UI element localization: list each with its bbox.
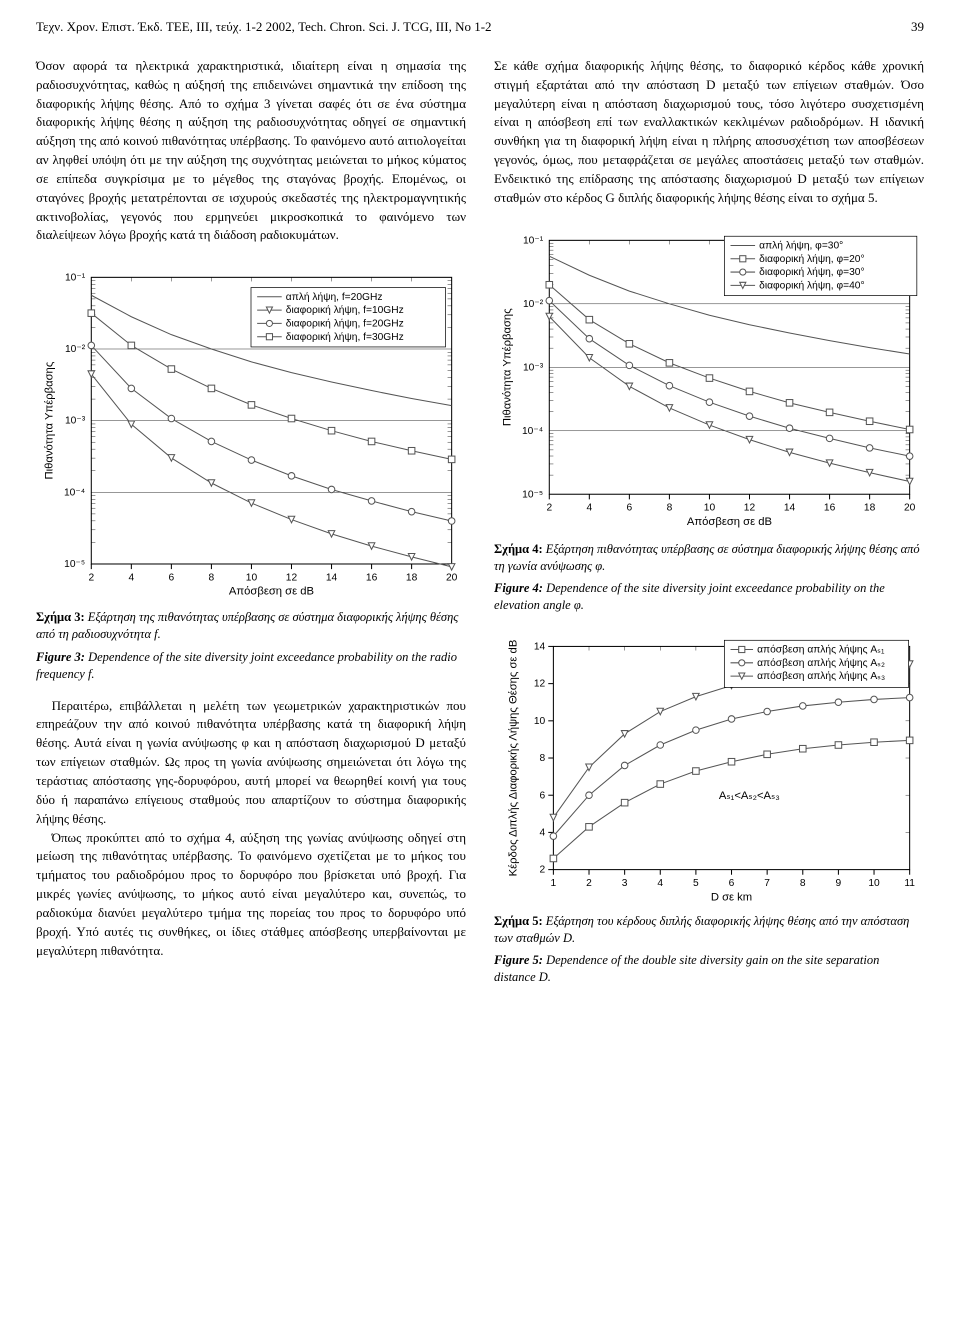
svg-text:10⁻⁵: 10⁻⁵: [64, 559, 85, 570]
svg-text:14: 14: [534, 642, 546, 653]
left-para-3: Όπως προκύπτει από το σχήμα 4, αύξηση τη…: [36, 829, 466, 961]
svg-text:Απόσβεση σε dB: Απόσβεση σε dB: [687, 516, 772, 528]
svg-text:Aₛ₁<Aₛ₂<Aₛ₃: Aₛ₁<Aₛ₂<Aₛ₃: [719, 790, 780, 802]
figure-4-tag-gr: Σχήμα 4:: [494, 542, 543, 556]
svg-text:Κέρδος Διπλής Διαφορικής Λήψης: Κέρδος Διπλής Διαφορικής Λήψης Θέσης σε …: [508, 640, 520, 877]
two-column-layout: Όσον αφορά τα ηλεκτρικά χαρακτηριστικά, …: [36, 57, 924, 992]
page-header: Τεχν. Χρον. Επιστ. Έκδ. ΤΕΕ, III, τεύχ. …: [36, 18, 924, 37]
figure-5-rest-en: Dependence of the double site diversity …: [494, 953, 879, 984]
svg-text:11: 11: [904, 878, 915, 889]
left-para-1: Όσον αφορά τα ηλεκτρικά χαρακτηριστικά, …: [36, 57, 466, 245]
svg-text:Απόσβεση σε dB: Απόσβεση σε dB: [229, 586, 314, 598]
svg-text:διαφορική λήψη, φ=30°: διαφορική λήψη, φ=30°: [759, 266, 864, 278]
svg-text:10: 10: [246, 573, 258, 584]
svg-text:10⁻⁵: 10⁻⁵: [522, 489, 543, 500]
svg-text:7: 7: [764, 878, 770, 889]
svg-text:1: 1: [551, 878, 557, 889]
svg-text:10: 10: [704, 502, 716, 513]
svg-text:12: 12: [286, 573, 298, 584]
svg-text:16: 16: [366, 573, 378, 584]
figure-5-rest-gr: Εξάρτηση του κέρδους διπλής διαφορικής λ…: [494, 914, 909, 945]
svg-text:16: 16: [824, 502, 836, 513]
svg-text:10⁻³: 10⁻³: [523, 362, 544, 373]
svg-text:14: 14: [784, 502, 796, 513]
svg-text:απλή λήψη, f=20GHz: απλή λήψη, f=20GHz: [286, 291, 383, 303]
svg-text:απόσβεση απλής λήψης Aₛ₂: απόσβεση απλής λήψης Aₛ₂: [757, 657, 885, 669]
svg-text:6: 6: [729, 878, 735, 889]
svg-text:2: 2: [88, 573, 94, 584]
figure-5-tag-en: Figure 5:: [494, 953, 543, 967]
svg-text:2: 2: [546, 502, 552, 513]
svg-text:8: 8: [209, 573, 215, 584]
figure-5-tag-gr: Σχήμα 5:: [494, 914, 543, 928]
svg-text:20: 20: [446, 573, 458, 584]
svg-text:8: 8: [667, 502, 673, 513]
svg-text:10⁻²: 10⁻²: [65, 344, 86, 355]
svg-text:12: 12: [744, 502, 756, 513]
svg-text:απόσβεση απλής λήψης Aₛ₃: απόσβεση απλής λήψης Aₛ₃: [757, 670, 885, 682]
svg-text:4: 4: [128, 573, 134, 584]
svg-text:18: 18: [864, 502, 876, 513]
figure-4-caption-gr: Σχήμα 4: Εξάρτηση πιθανότητας υπέρβασης …: [494, 541, 924, 575]
svg-text:10⁻¹: 10⁻¹: [65, 273, 86, 284]
svg-text:4: 4: [586, 502, 592, 513]
svg-text:9: 9: [836, 878, 842, 889]
svg-text:Πιθανότητα Υπέρβασης: Πιθανότητα Υπέρβασης: [43, 361, 55, 479]
figure-3-rest-gr: Εξάρτηση της πιθανότητας υπέρβασης σε σύ…: [36, 610, 458, 641]
left-column: Όσον αφορά τα ηλεκτρικά χαρακτηριστικά, …: [36, 57, 466, 992]
svg-text:απόσβεση απλής λήψης Aₛ₁: απόσβεση απλής λήψης Aₛ₁: [757, 644, 885, 656]
figure-5-chart: 24681012141234567891011D σε kmΚέρδος Διπ…: [494, 628, 924, 904]
svg-text:18: 18: [406, 573, 418, 584]
figure-4-rest-gr: Εξάρτηση πιθανότητας υπέρβασης σε σύστημ…: [494, 542, 920, 573]
figure-3-chart: 10⁻⁵ 10⁻⁴ 10⁻³ 10⁻² 10⁻¹ 2 4 6 8 10 12 14 16 18 20 Απόσ…: [36, 263, 466, 601]
svg-text:3: 3: [622, 878, 628, 889]
svg-text:Πιθανότητα Υπέρβασης: Πιθανότητα Υπέρβασης: [501, 307, 513, 425]
svg-text:14: 14: [326, 573, 338, 584]
svg-text:διαφορική λήψη, φ=20°: διαφορική λήψη, φ=20°: [759, 252, 864, 264]
figure-5-caption-en: Figure 5: Dependence of the double site …: [494, 952, 924, 986]
svg-text:10: 10: [534, 716, 546, 727]
svg-text:4: 4: [657, 878, 663, 889]
figure-3-tag-gr: Σχήμα 3:: [36, 610, 85, 624]
svg-text:8: 8: [540, 753, 546, 764]
figure-4-rest-en: Dependence of the site diversity joint e…: [494, 581, 885, 612]
svg-text:διαφορική λήψη, f=20GHz: διαφορική λήψη, f=20GHz: [286, 318, 404, 330]
figure-4-tag-en: Figure 4:: [494, 581, 543, 595]
svg-text:12: 12: [534, 679, 546, 690]
svg-text:6: 6: [169, 573, 175, 584]
figure-4-chart: 10⁻⁵ 10⁻⁴ 10⁻³ 10⁻² 10⁻¹ 2 4 6 8 10 12 14 16 18 20 Απόσ…: [494, 226, 924, 533]
svg-text:10⁻³: 10⁻³: [65, 416, 86, 427]
svg-text:4: 4: [540, 828, 546, 839]
svg-text:2: 2: [540, 865, 546, 876]
svg-text:10⁻¹: 10⁻¹: [523, 235, 544, 246]
left-para-2: Περαιτέρω, επιβάλλεται η μελέτη των γεωμ…: [36, 697, 466, 829]
svg-text:D σε km: D σε km: [711, 892, 752, 904]
svg-text:10⁻²: 10⁻²: [523, 298, 544, 309]
figure-3-caption-gr: Σχήμα 3: Εξάρτηση της πιθανότητας υπέρβα…: [36, 609, 466, 643]
figure-3-tag-en: Figure 3:: [36, 650, 85, 664]
figure-4-caption-en: Figure 4: Dependence of the site diversi…: [494, 580, 924, 614]
svg-text:10⁻⁴: 10⁻⁴: [522, 425, 543, 436]
svg-text:8: 8: [800, 878, 806, 889]
right-para-1: Σε κάθε σχήμα διαφορικής λήψης θέσης, το…: [494, 57, 924, 208]
svg-text:διαφορική λήψη, f=30GHz: διαφορική λήψη, f=30GHz: [286, 331, 404, 343]
figure-5-caption-gr: Σχήμα 5: Εξάρτηση του κέρδους διπλής δια…: [494, 913, 924, 947]
svg-text:2: 2: [586, 878, 592, 889]
header-left: Τεχν. Χρον. Επιστ. Έκδ. ΤΕΕ, III, τεύχ. …: [36, 18, 492, 37]
svg-text:5: 5: [693, 878, 699, 889]
svg-text:διαφορική λήψη, f=10GHz: διαφορική λήψη, f=10GHz: [286, 304, 404, 316]
svg-text:απλή λήψη, φ=30°: απλή λήψη, φ=30°: [759, 239, 843, 251]
svg-text:6: 6: [540, 791, 546, 802]
right-column: Σε κάθε σχήμα διαφορικής λήψης θέσης, το…: [494, 57, 924, 992]
svg-text:10⁻⁴: 10⁻⁴: [64, 488, 85, 499]
svg-text:20: 20: [904, 502, 916, 513]
svg-text:διαφορική λήψη, φ=40°: διαφορική λήψη, φ=40°: [759, 279, 864, 291]
header-page-number: 39: [911, 18, 924, 37]
figure-3-rest-en: Dependence of the site diversity joint e…: [36, 650, 457, 681]
svg-text:6: 6: [627, 502, 633, 513]
svg-text:10: 10: [868, 878, 880, 889]
figure-3-caption-en: Figure 3: Dependence of the site diversi…: [36, 649, 466, 683]
